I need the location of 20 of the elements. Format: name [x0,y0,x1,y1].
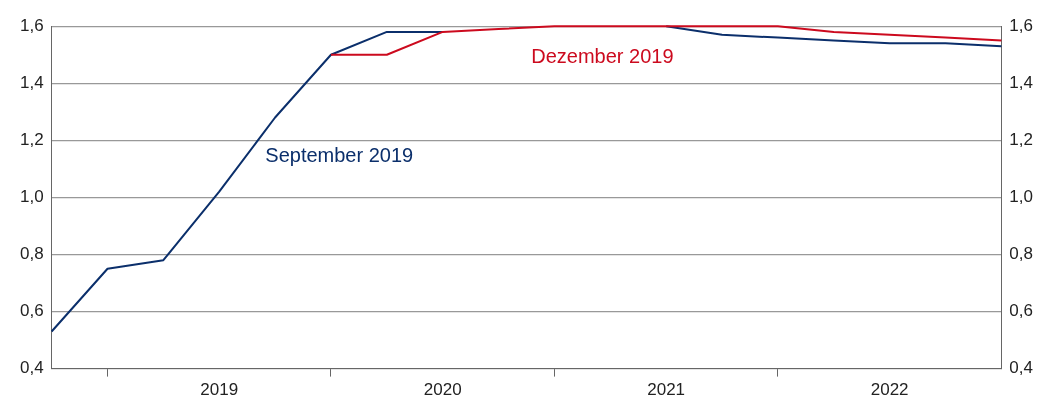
series-label: Dezember 2019 [531,44,674,67]
y-tick-label: 1,6 [19,15,44,35]
y2-tick-label: 0,4 [1009,358,1034,378]
x-tick-label: 2019 [200,380,239,400]
x-tick-label: 2021 [647,380,686,400]
y2-tick-label: 0,6 [1009,301,1034,321]
y-tick-label: 0,6 [19,301,44,321]
x-tick-label: 2020 [423,380,462,400]
y2-tick-label: 1,2 [1009,130,1034,150]
y-tick-label: 1,2 [19,130,44,150]
y2-tick-label: 1,6 [1009,15,1034,35]
y-tick-label: 1,0 [19,187,44,207]
y2-tick-label: 0,8 [1009,244,1034,264]
y-tick-label: 0,8 [19,244,44,264]
y2-tick-label: 1,4 [1009,72,1034,92]
x-tick-label: 2022 [870,380,909,400]
y-tick-label: 1,4 [19,72,44,92]
y2-tick-label: 1,0 [1009,187,1034,207]
series-label: September 2019 [265,143,414,166]
y-tick-label: 0,4 [19,358,44,378]
